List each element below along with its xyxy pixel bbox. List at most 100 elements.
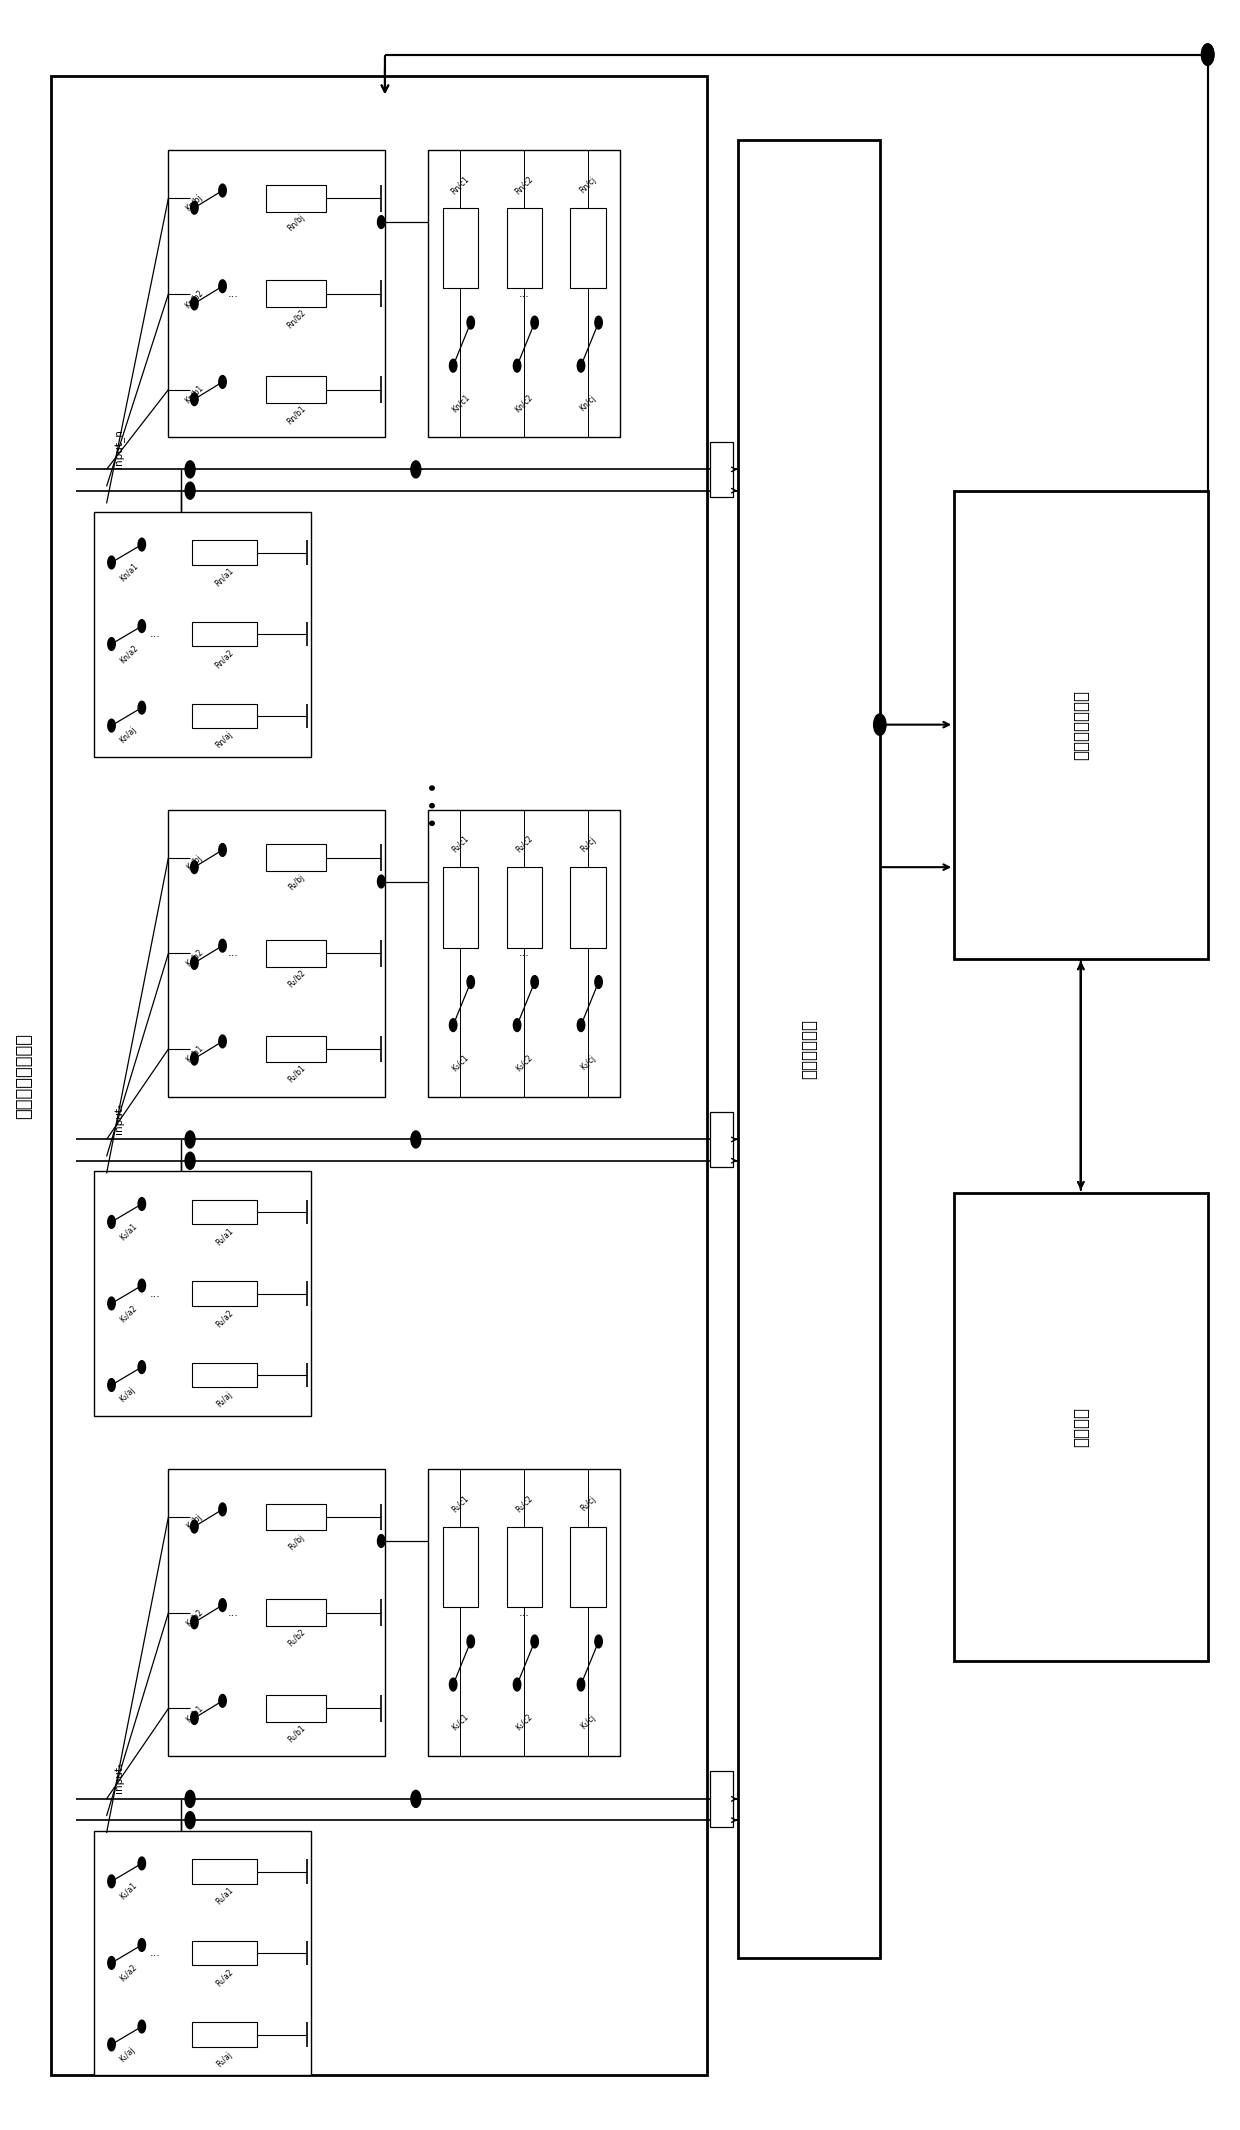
Text: ...: ... (228, 290, 239, 298)
Text: K₁/b1: K₁/b1 (184, 1702, 205, 1723)
Text: K₂/a2: K₂/a2 (118, 1304, 139, 1323)
Circle shape (218, 1035, 226, 1048)
Circle shape (513, 1678, 521, 1691)
Circle shape (218, 843, 226, 856)
Text: Rn/bj: Rn/bj (286, 213, 306, 234)
Circle shape (138, 539, 145, 552)
Circle shape (191, 1052, 198, 1065)
Circle shape (138, 1361, 145, 1374)
Circle shape (377, 875, 384, 888)
Bar (443, 867, 477, 948)
Text: Rn/b1: Rn/b1 (285, 403, 308, 426)
Circle shape (1202, 45, 1214, 66)
Text: Rn/b2: Rn/b2 (285, 307, 308, 330)
Text: K₁/c1: K₁/c1 (450, 1713, 470, 1732)
Text: ...: ... (149, 1289, 160, 1299)
Text: Kn/a1: Kn/a1 (118, 562, 140, 584)
Bar (192, 1859, 257, 1883)
Bar (506, 209, 542, 288)
Text: K₁/c2: K₁/c2 (515, 1713, 534, 1732)
Text: R₁/a1: R₁/a1 (213, 1885, 234, 1906)
Bar (428, 809, 620, 1097)
Text: Kn/c2: Kn/c2 (513, 392, 534, 413)
Circle shape (218, 939, 226, 952)
Circle shape (108, 1957, 115, 1970)
Circle shape (108, 1216, 115, 1229)
Circle shape (467, 976, 475, 988)
Bar (192, 1363, 257, 1387)
Circle shape (191, 296, 198, 309)
Circle shape (218, 1695, 226, 1708)
Circle shape (1202, 45, 1214, 66)
Bar (192, 703, 257, 728)
Circle shape (377, 215, 384, 228)
Text: K₂/c2: K₂/c2 (515, 1052, 534, 1074)
Text: ...: ... (149, 628, 160, 639)
Text: input_n: input_n (114, 428, 124, 469)
Text: K₂/c1: K₂/c1 (450, 1052, 470, 1074)
Bar (428, 151, 620, 437)
Circle shape (138, 1938, 145, 1951)
Bar (265, 281, 326, 307)
Circle shape (191, 202, 198, 215)
Text: ...: ... (518, 290, 529, 298)
Text: Rn/cj: Rn/cj (578, 175, 598, 194)
Circle shape (191, 1617, 198, 1629)
Circle shape (108, 1874, 115, 1887)
Text: 组合测量单元: 组合测量单元 (800, 1018, 817, 1080)
Bar (443, 209, 477, 288)
Circle shape (185, 460, 195, 477)
Bar (506, 867, 542, 948)
Circle shape (138, 1197, 145, 1210)
Text: Rn/c2: Rn/c2 (513, 175, 534, 196)
Bar (192, 622, 257, 648)
Bar (265, 1695, 326, 1721)
Bar (570, 867, 605, 948)
Bar (265, 1504, 326, 1531)
Bar (51, 77, 707, 2075)
Text: R₁/bj: R₁/bj (286, 1531, 306, 1551)
Bar (94, 1172, 311, 1416)
Text: 组合测量输入单元: 组合测量输入单元 (15, 1033, 32, 1118)
Circle shape (138, 1857, 145, 1870)
Text: input₁: input₁ (114, 1762, 124, 1793)
Circle shape (138, 1280, 145, 1293)
Text: R₁/aj: R₁/aj (215, 2049, 233, 2068)
Circle shape (185, 1131, 195, 1148)
Circle shape (185, 1813, 195, 1830)
Text: R₂/c1: R₂/c1 (450, 835, 470, 854)
Circle shape (595, 1636, 603, 1649)
Circle shape (138, 620, 145, 633)
Text: Kn/c1: Kn/c1 (449, 392, 471, 413)
Bar (192, 1940, 257, 1966)
Circle shape (449, 1018, 456, 1031)
Circle shape (513, 1018, 521, 1031)
Bar (711, 1112, 733, 1167)
Bar (570, 1527, 605, 1606)
Text: Kn/b2: Kn/b2 (184, 288, 206, 309)
Text: Rn/a1: Rn/a1 (213, 567, 236, 588)
Circle shape (191, 1521, 198, 1534)
Circle shape (467, 315, 475, 328)
Bar (192, 541, 257, 564)
Text: K₂/b1: K₂/b1 (184, 1044, 205, 1065)
Circle shape (138, 2019, 145, 2032)
Circle shape (185, 1152, 195, 1169)
Text: ...: ... (518, 1608, 529, 1619)
Text: 显示单元: 显示单元 (1071, 1406, 1090, 1446)
Circle shape (578, 360, 585, 373)
Text: R₂/aj: R₂/aj (215, 1391, 233, 1410)
Circle shape (108, 637, 115, 650)
Bar (265, 377, 326, 403)
Text: R₁/cj: R₁/cj (579, 1495, 598, 1512)
Text: R₁/b2: R₁/b2 (285, 1627, 306, 1649)
Bar (428, 1470, 620, 1757)
Bar (711, 441, 733, 496)
Bar (169, 809, 384, 1097)
Text: R₂/b2: R₂/b2 (285, 967, 306, 988)
Text: R₂/a1: R₂/a1 (213, 1227, 234, 1246)
Text: K₁/a1: K₁/a1 (118, 1881, 139, 1902)
Circle shape (218, 183, 226, 196)
Circle shape (218, 279, 226, 292)
Circle shape (467, 1636, 475, 1649)
